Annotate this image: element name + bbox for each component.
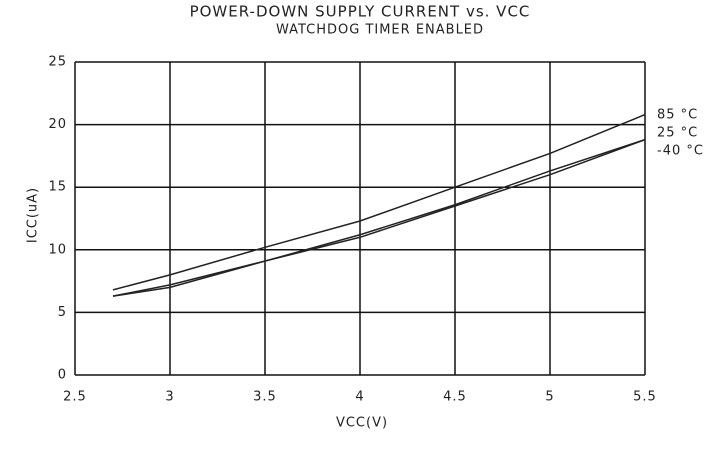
y-tick-label: 0 (58, 368, 67, 383)
x-tick-label: 5.5 (633, 390, 657, 405)
legend-label: 25 °C (657, 126, 698, 141)
legend-label: -40 °C (657, 144, 704, 159)
x-tick-label: 4.5 (443, 390, 467, 405)
y-tick-label: 25 (48, 55, 67, 70)
y-tick-label: 10 (48, 242, 67, 257)
y-tick-label: 5 (58, 305, 67, 320)
series-line (112, 113, 646, 291)
chart-title: POWER-DOWN SUPPLY CURRENT vs. VCC (190, 3, 531, 21)
series-line (112, 138, 646, 297)
y-axis-label: ICC(uA) (26, 187, 41, 243)
x-axis-label: VCC(V) (336, 416, 388, 431)
legend-label: 85 °C (657, 108, 698, 123)
x-tick-label: 3.5 (253, 390, 277, 405)
y-tick-label: 15 (48, 180, 67, 195)
y-tick-label: 20 (48, 117, 67, 132)
x-tick-label: 4 (355, 390, 364, 405)
chart-subtitle: WATCHDOG TIMER ENABLED (276, 23, 484, 38)
x-tick-label: 5 (545, 390, 554, 405)
x-tick-label: 2.5 (63, 390, 87, 405)
series-line (112, 138, 646, 297)
x-tick-label: 3 (165, 390, 174, 405)
